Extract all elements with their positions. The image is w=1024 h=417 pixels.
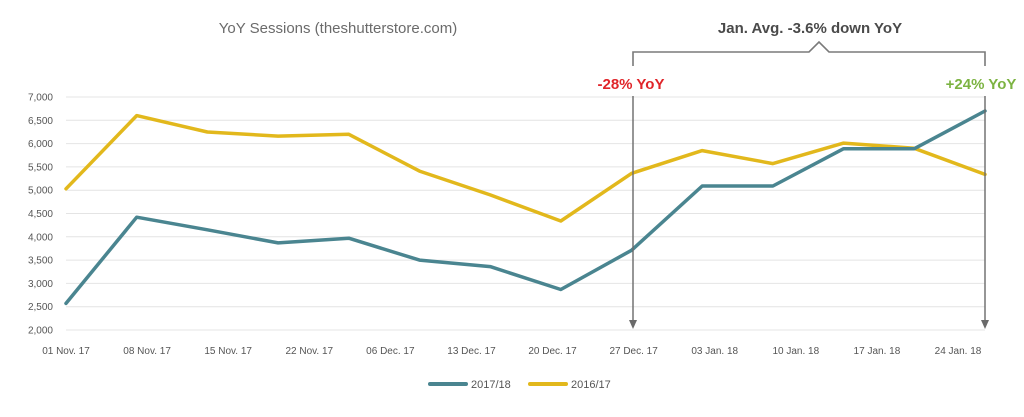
chart-title: YoY Sessions (theshutterstore.com): [219, 20, 457, 37]
x-tick-label: 06 Dec. 17: [366, 346, 415, 357]
right-marker-label: +24% YoY: [946, 76, 1017, 93]
y-tick-label: 4,000: [28, 232, 53, 243]
x-tick-label: 17 Jan. 18: [854, 346, 901, 357]
y-tick-label: 5,500: [28, 162, 53, 173]
y-tick-label: 3,000: [28, 279, 53, 290]
x-tick-label: 20 Dec. 17: [528, 346, 577, 357]
y-tick-label: 3,500: [28, 256, 53, 267]
grid-lines: [66, 96, 985, 331]
left-marker-arrow: [629, 96, 637, 329]
y-tick-label: 6,000: [28, 139, 53, 150]
y-tick-label: 7,000: [28, 93, 53, 104]
y-axis-ticks: 2,000 2,500 3,000 3,500 4,000 4,500 5,000 5,500…: [28, 93, 53, 337]
y-tick-label: 4,500: [28, 209, 53, 220]
y-tick-label: 2,500: [28, 302, 53, 313]
x-axis-ticks: 01 Nov. 17 08 Nov. 17 15 Nov. 17 22 Nov. 17…: [42, 346, 982, 357]
x-tick-label: 13 Dec. 17: [447, 346, 496, 357]
x-tick-label: 03 Jan. 18: [691, 346, 738, 357]
x-tick-label: 15 Nov. 17: [204, 346, 252, 357]
jan-bracket: [632, 40, 986, 66]
series-line-2016-17: [64, 113, 987, 223]
legend-label-2017-18: 2017/18: [471, 379, 511, 391]
series-lines: [64, 109, 987, 306]
legend-label-2016-17: 2016/17: [571, 379, 611, 391]
x-tick-label: 22 Nov. 17: [285, 346, 333, 357]
x-tick-label: 24 Jan. 18: [935, 346, 982, 357]
right-marker-arrow: [981, 96, 989, 329]
left-marker-label: -28% YoY: [598, 76, 665, 93]
bracket-label: Jan. Avg. -3.6% down YoY: [718, 20, 902, 37]
x-tick-label: 10 Jan. 18: [772, 346, 819, 357]
series-line-2017-18: [64, 109, 987, 306]
y-tick-label: 2,000: [28, 326, 53, 337]
x-tick-label: 27 Dec. 17: [609, 346, 658, 357]
x-tick-label: 01 Nov. 17: [42, 346, 90, 357]
y-tick-label: 6,500: [28, 116, 53, 127]
legend: 2017/18 2016/17: [428, 379, 611, 391]
x-tick-label: 08 Nov. 17: [123, 346, 171, 357]
y-tick-label: 5,000: [28, 186, 53, 197]
